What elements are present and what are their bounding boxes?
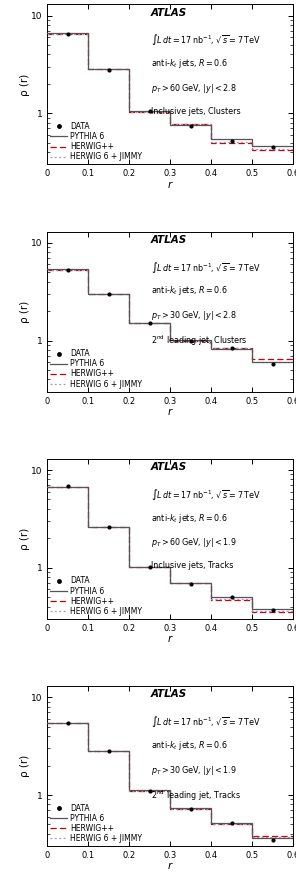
Text: Inclusive jets, Clusters: Inclusive jets, Clusters [151, 107, 240, 116]
Text: Inclusive jets, Tracks: Inclusive jets, Tracks [151, 562, 233, 571]
Text: $p_T > 30\,\mathrm{GeV}$, $|y| < 2.8$: $p_T > 30\,\mathrm{GeV}$, $|y| < 2.8$ [151, 309, 236, 323]
Text: ATLAS: ATLAS [151, 8, 187, 18]
Y-axis label: ρ (r): ρ (r) [20, 755, 30, 777]
Text: $\int L\,dt = 17\,\mathrm{nb}^{-1}$, $\sqrt{s} = 7\,\mathrm{TeV}$: $\int L\,dt = 17\,\mathrm{nb}^{-1}$, $\s… [151, 260, 260, 275]
Text: $p_T > 60\,\mathrm{GeV}$, $|y| < 1.9$: $p_T > 60\,\mathrm{GeV}$, $|y| < 1.9$ [151, 537, 237, 549]
Y-axis label: ρ (r): ρ (r) [20, 300, 30, 323]
Text: anti-$k_t$ jets, $R = 0.6$: anti-$k_t$ jets, $R = 0.6$ [151, 284, 227, 298]
Text: $\int L\,dt = 17\,\mathrm{nb}^{-1}$, $\sqrt{s} = 7\,\mathrm{TeV}$: $\int L\,dt = 17\,\mathrm{nb}^{-1}$, $\s… [151, 487, 260, 501]
X-axis label: r: r [168, 180, 172, 190]
Legend: DATA, PYTHIA 6, HERWIG++, HERWIG 6 + JIMMY: DATA, PYTHIA 6, HERWIG++, HERWIG 6 + JIM… [50, 348, 143, 389]
Text: $p_T > 60\,\mathrm{GeV}$, $|y| < 2.8$: $p_T > 60\,\mathrm{GeV}$, $|y| < 2.8$ [151, 82, 236, 95]
Text: anti-$k_t$ jets, $R = 0.6$: anti-$k_t$ jets, $R = 0.6$ [151, 58, 227, 70]
Text: ATLAS: ATLAS [151, 462, 187, 472]
Text: $\int L\,dt = 17\,\mathrm{nb}^{-1}$, $\sqrt{s} = 7\,\mathrm{TeV}$: $\int L\,dt = 17\,\mathrm{nb}^{-1}$, $\s… [151, 33, 260, 48]
Text: $\int L\,dt = 17\,\mathrm{nb}^{-1}$, $\sqrt{s} = 7\,\mathrm{TeV}$: $\int L\,dt = 17\,\mathrm{nb}^{-1}$, $\s… [151, 714, 260, 729]
Text: anti-$k_t$ jets, $R = 0.6$: anti-$k_t$ jets, $R = 0.6$ [151, 739, 227, 752]
X-axis label: r: r [168, 407, 172, 417]
Text: 2$^{\mathrm{nd}}$ leading jet, Tracks: 2$^{\mathrm{nd}}$ leading jet, Tracks [151, 789, 241, 803]
Legend: DATA, PYTHIA 6, HERWIG++, HERWIG 6 + JIMMY: DATA, PYTHIA 6, HERWIG++, HERWIG 6 + JIM… [50, 121, 143, 162]
Y-axis label: ρ (r): ρ (r) [20, 74, 30, 96]
X-axis label: r: r [168, 861, 172, 871]
Text: $p_T > 30\,\mathrm{GeV}$, $|y| < 1.9$: $p_T > 30\,\mathrm{GeV}$, $|y| < 1.9$ [151, 764, 237, 777]
Y-axis label: ρ (r): ρ (r) [20, 528, 30, 550]
Legend: DATA, PYTHIA 6, HERWIG++, HERWIG 6 + JIMMY: DATA, PYTHIA 6, HERWIG++, HERWIG 6 + JIM… [50, 576, 143, 617]
Text: ATLAS: ATLAS [151, 689, 187, 699]
Text: ATLAS: ATLAS [151, 235, 187, 245]
Legend: DATA, PYTHIA 6, HERWIG++, HERWIG 6 + JIMMY: DATA, PYTHIA 6, HERWIG++, HERWIG 6 + JIM… [50, 803, 143, 843]
Text: anti-$k_t$ jets, $R = 0.6$: anti-$k_t$ jets, $R = 0.6$ [151, 512, 227, 525]
X-axis label: r: r [168, 634, 172, 644]
Text: 2$^{\mathrm{nd}}$ leading jet, Clusters: 2$^{\mathrm{nd}}$ leading jet, Clusters [151, 334, 247, 348]
